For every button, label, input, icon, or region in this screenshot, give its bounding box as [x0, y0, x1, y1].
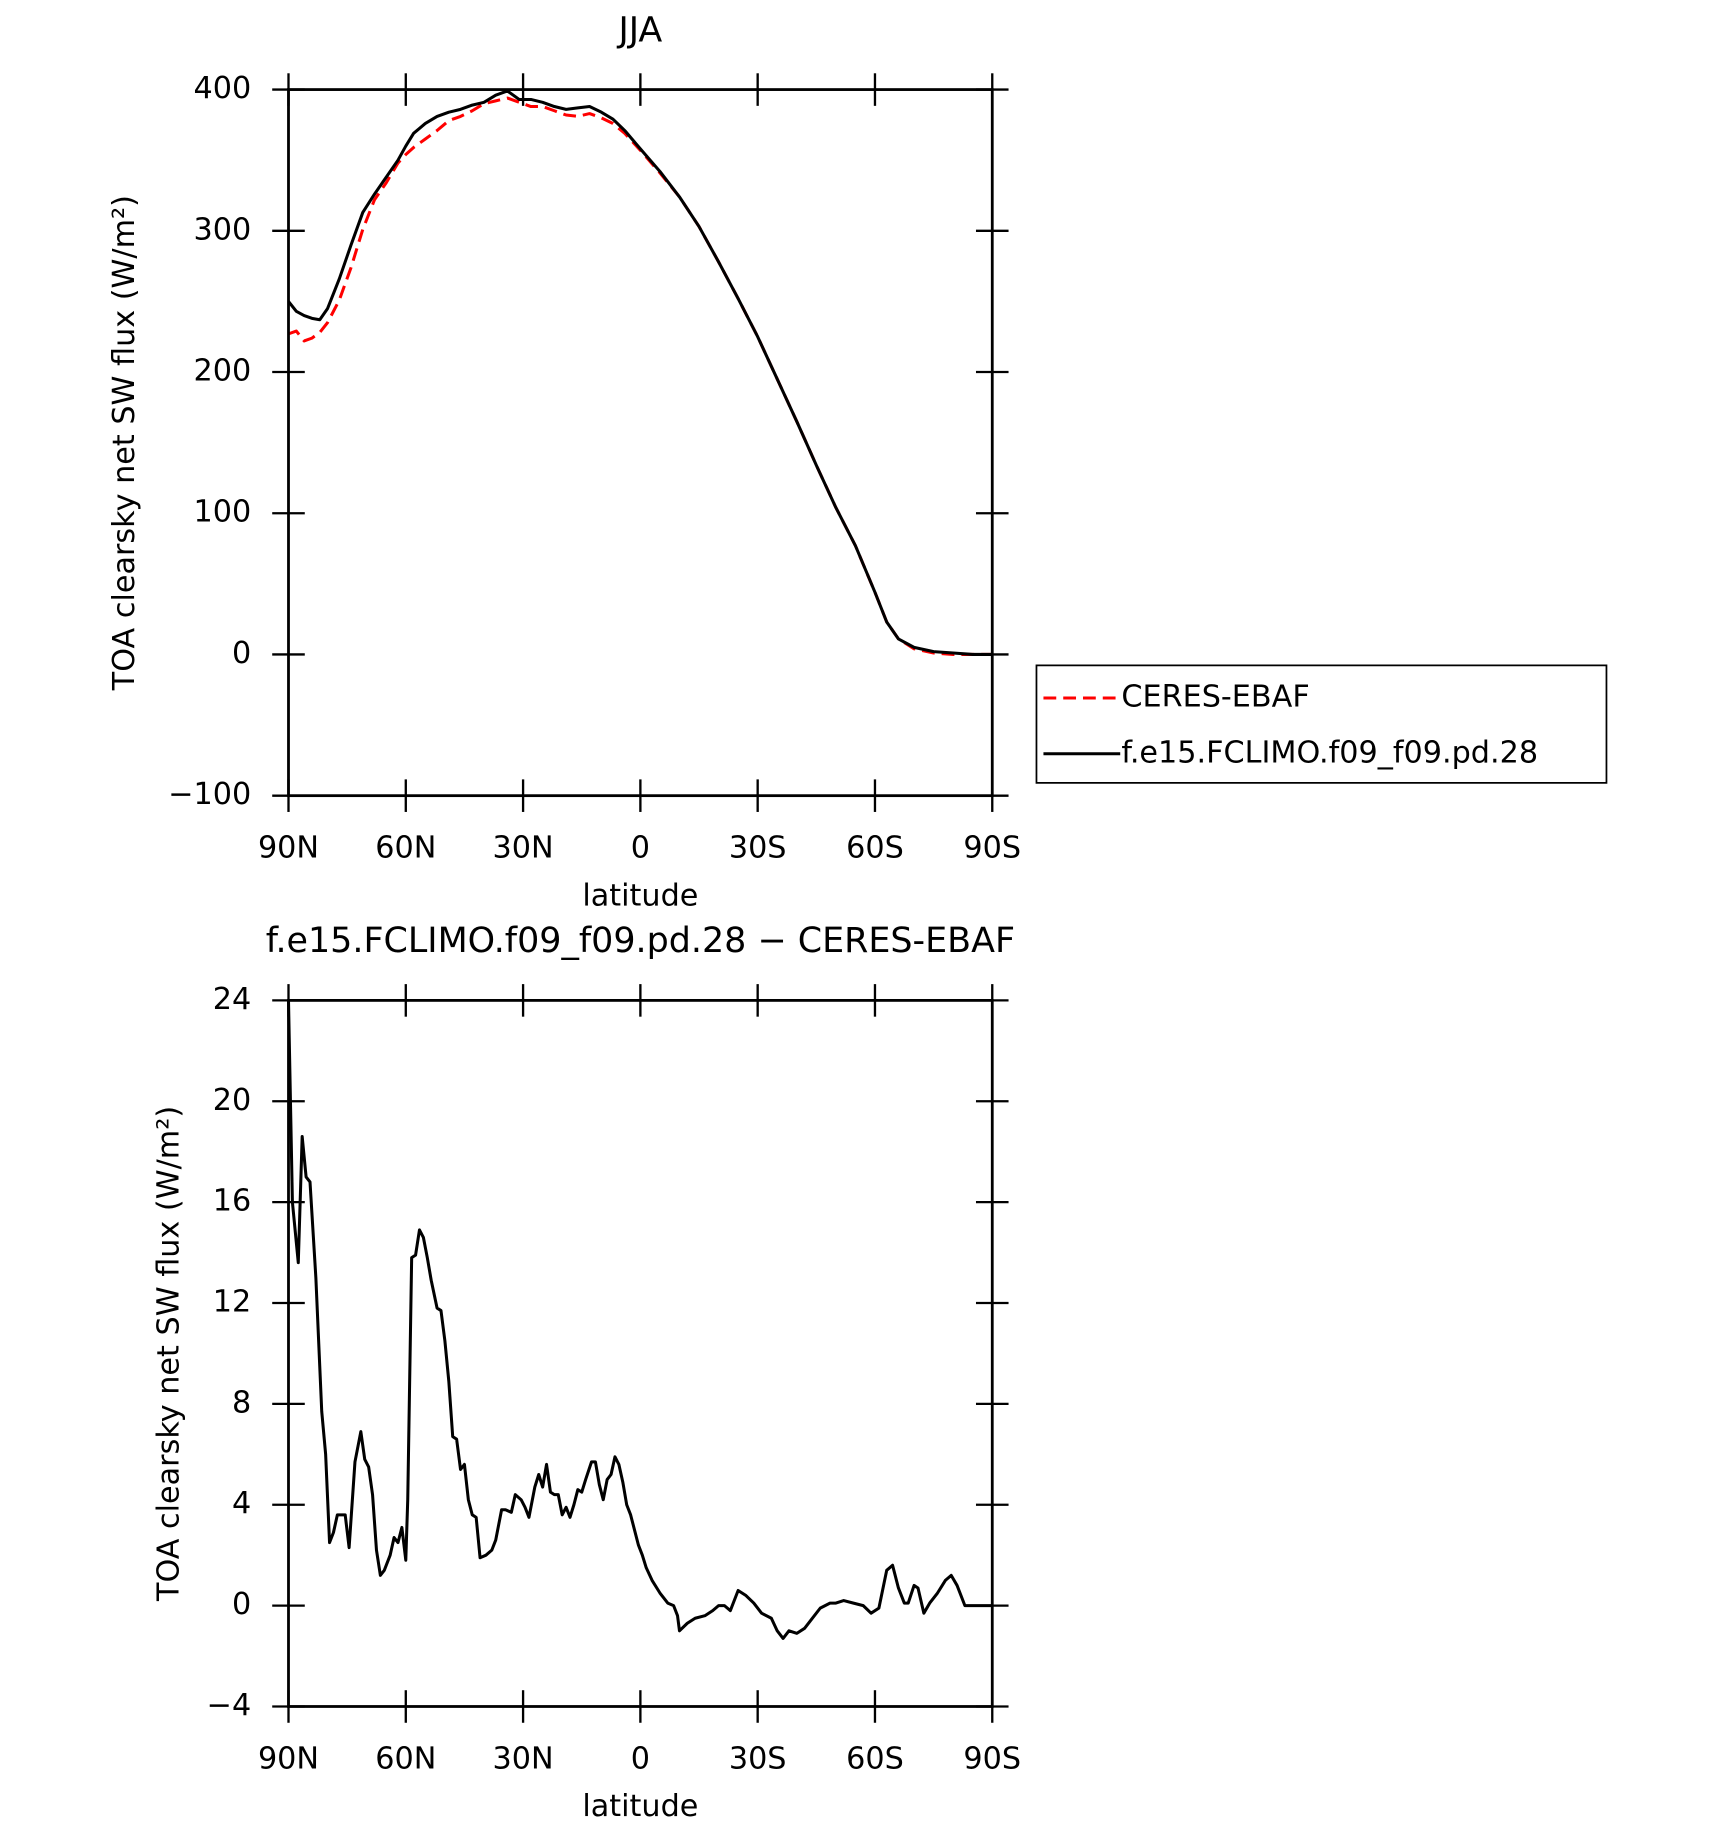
- data-line: [287, 89, 993, 656]
- x-tick-label: 90S: [963, 831, 1021, 866]
- legend-label: CERES-EBAF: [1121, 679, 1309, 714]
- y-tick-label: 200: [194, 354, 252, 389]
- y-tick-label: 0: [232, 636, 251, 671]
- plot-frame: [287, 998, 994, 1708]
- y-tick-label: 20: [213, 1083, 251, 1118]
- y-axis-label: TOA clearsky net SW flux (W/m²): [151, 1106, 186, 1602]
- y-tick-label: 100: [194, 495, 252, 530]
- x-tick-label: 60S: [846, 1741, 904, 1776]
- x-tick-label: 0: [631, 831, 650, 866]
- x-tick-label: 30N: [493, 1741, 554, 1776]
- x-tick-label: 30N: [493, 831, 554, 866]
- x-tick-label: 60N: [375, 1741, 436, 1776]
- y-axis-label: TOA clearsky net SW flux (W/m²): [107, 195, 142, 691]
- x-tick-label: 90S: [963, 1741, 1021, 1776]
- y-tick-label: 300: [194, 212, 252, 247]
- y-tick-label: 12: [213, 1285, 251, 1320]
- x-axis-label: latitude: [582, 1789, 698, 1822]
- x-tick-label: 60S: [846, 831, 904, 866]
- x-tick-label: 30S: [729, 831, 787, 866]
- chart-title: f.e15.FCLIMO.f09_f09.pd.28 − CERES-EBAF: [266, 921, 1015, 961]
- legend-box: [1035, 664, 1608, 784]
- y-tick-label: 4: [232, 1486, 251, 1521]
- data-line: [287, 96, 993, 656]
- y-tick-label: −100: [168, 777, 251, 812]
- y-tick-label: 16: [213, 1184, 251, 1219]
- legend-label: f.e15.FCLIMO.f09_f09.pd.28: [1121, 735, 1538, 770]
- x-tick-label: 30S: [729, 1741, 787, 1776]
- chart-title: JJA: [616, 10, 662, 50]
- plot-frame: [287, 88, 994, 798]
- y-tick-label: 8: [232, 1385, 251, 1420]
- x-axis-label: latitude: [582, 878, 698, 913]
- x-tick-label: 90N: [258, 1741, 319, 1776]
- y-tick-label: 24: [213, 982, 251, 1017]
- y-tick-label: −4: [207, 1688, 252, 1723]
- y-tick-label: 400: [194, 71, 252, 106]
- y-tick-label: 0: [232, 1587, 251, 1622]
- x-tick-label: 90N: [258, 831, 319, 866]
- x-tick-label: 60N: [375, 831, 436, 866]
- x-tick-label: 0: [631, 1741, 650, 1776]
- data-line: [286, 1000, 993, 1640]
